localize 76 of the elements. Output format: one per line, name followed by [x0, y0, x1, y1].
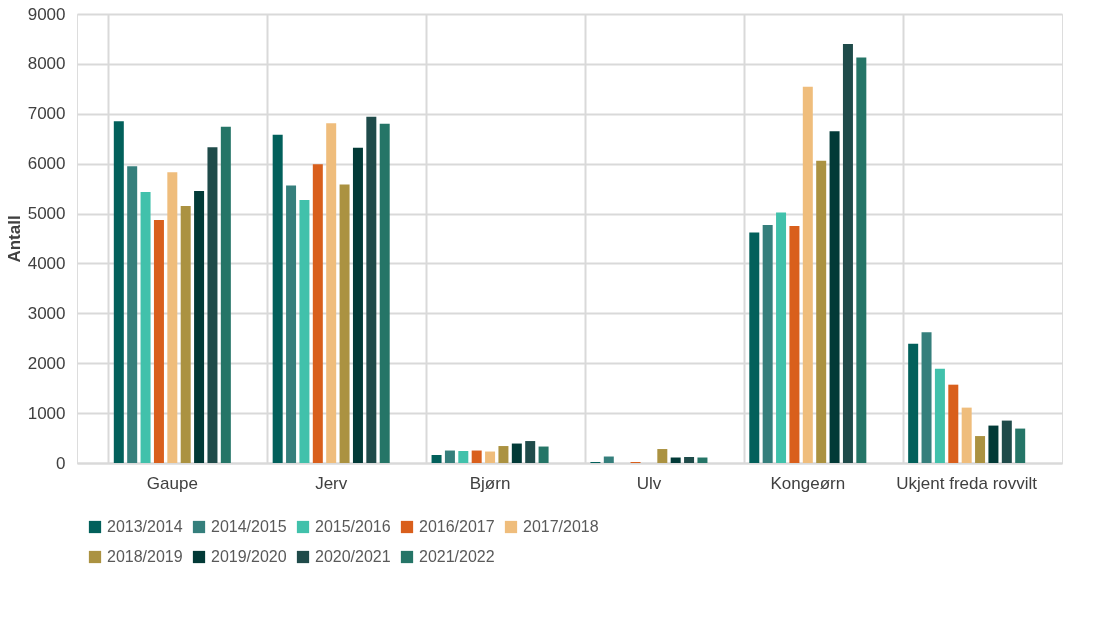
- y-tick-label: 7000: [27, 104, 66, 124]
- bar: [207, 147, 218, 463]
- bar: [961, 407, 972, 463]
- bar: [379, 123, 390, 463]
- bar: [670, 457, 681, 463]
- bar: [431, 455, 442, 463]
- legend-label: 2014/2015: [211, 518, 287, 535]
- y-tick-label: 5000: [27, 204, 66, 224]
- bar: [352, 147, 363, 463]
- bar: [776, 212, 787, 463]
- bar: [485, 451, 496, 463]
- bar: [444, 450, 455, 463]
- bar: [762, 225, 773, 463]
- y-tick-label: 2000: [27, 353, 66, 373]
- x-tick-label: Jerv: [315, 473, 348, 493]
- y-tick-label: 0: [56, 453, 66, 473]
- legend-label: 2015/2016: [315, 518, 391, 535]
- bar: [299, 200, 310, 463]
- bar: [603, 456, 614, 463]
- legend-label: 2018/2019: [107, 548, 183, 565]
- y-axis-title: Antall: [4, 215, 24, 263]
- bar: [789, 226, 800, 463]
- bar: [525, 441, 536, 463]
- bar: [802, 86, 813, 463]
- legend-label: 2017/2018: [523, 518, 599, 535]
- bar: [194, 191, 205, 463]
- bar: [988, 425, 999, 463]
- bar: [140, 192, 151, 463]
- bar: [326, 123, 337, 463]
- bar: [975, 436, 986, 463]
- x-tick-label: Bjørn: [469, 473, 511, 493]
- y-tick-label: 1000: [27, 403, 66, 423]
- bar: [167, 172, 178, 463]
- legend-label: 2019/2020: [211, 548, 287, 565]
- x-tick-label: Kongeørn: [770, 473, 846, 493]
- bar: [1001, 420, 1012, 463]
- y-tick-label: 3000: [27, 303, 66, 323]
- x-tick-label: Ulv: [636, 473, 662, 493]
- bar: [842, 43, 853, 463]
- bar: [220, 126, 231, 463]
- bar: [312, 164, 323, 463]
- bar: [180, 206, 191, 463]
- y-tick-label: 4000: [27, 253, 66, 273]
- bar: [153, 220, 164, 463]
- legend-label: 2013/2014: [107, 518, 183, 535]
- legend-label: 2020/2021: [315, 548, 391, 565]
- bar: [471, 450, 482, 463]
- bar: [286, 185, 297, 463]
- bar: [908, 343, 919, 463]
- x-tick-label: Gaupe: [146, 473, 198, 493]
- bar: [684, 457, 695, 463]
- y-tick-label: 6000: [27, 154, 66, 174]
- bar: [113, 121, 124, 463]
- bar: [749, 232, 760, 463]
- x-tick-label: Ukjent freda rovvilt: [896, 473, 1038, 493]
- bar: [1015, 428, 1026, 463]
- bar: [511, 443, 522, 463]
- bar: [538, 446, 549, 463]
- y-tick-label: 9000: [27, 4, 66, 24]
- bar: [657, 449, 668, 463]
- y-tick-label: 8000: [27, 54, 66, 74]
- bar: [856, 57, 867, 463]
- bar: [829, 131, 840, 463]
- legend-label: 2016/2017: [419, 518, 495, 535]
- bar: [127, 166, 138, 463]
- bar: [366, 116, 377, 463]
- bar: [921, 332, 932, 463]
- bar: [934, 368, 945, 463]
- bar: [816, 160, 827, 463]
- legend-label: 2021/2022: [419, 548, 495, 565]
- bar: [339, 184, 350, 463]
- bar: [948, 384, 959, 463]
- bar: [458, 451, 469, 463]
- bar: [498, 446, 509, 463]
- bar: [697, 457, 708, 463]
- bar: [272, 134, 283, 463]
